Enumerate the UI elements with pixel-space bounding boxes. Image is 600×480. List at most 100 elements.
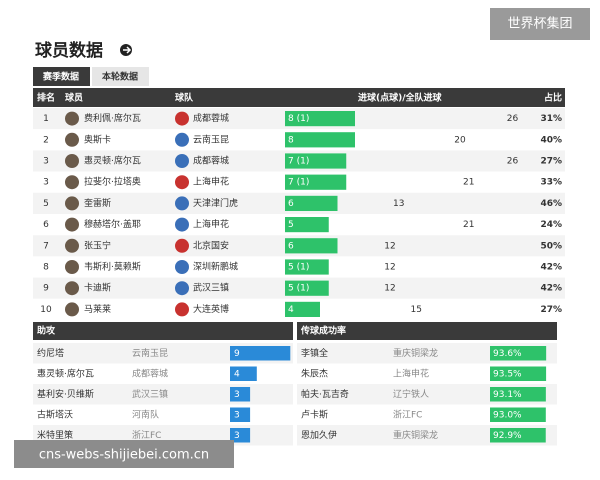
team-goals: 26	[507, 157, 519, 167]
pass-rate: 93.6%	[493, 349, 522, 359]
team-goals: 15	[411, 305, 422, 315]
team: 武汉三镇	[132, 388, 168, 400]
team: 辽宁铁人	[393, 388, 429, 400]
player: 约尼塔	[37, 347, 64, 359]
goals: 8	[288, 135, 294, 145]
team-goals: 21	[463, 178, 474, 188]
watermark: 世界杯集团	[507, 16, 572, 32]
goals-bar	[285, 238, 338, 254]
team: 成都蓉城	[193, 112, 229, 124]
watermark-box	[490, 8, 590, 40]
team: 大连英博	[193, 303, 229, 315]
avatar	[65, 238, 79, 253]
avatar	[65, 154, 79, 168]
team: 重庆铜梁龙	[393, 429, 438, 441]
team: 上海申花	[393, 367, 429, 379]
tab-inactive[interactable]	[92, 67, 149, 86]
row	[33, 343, 293, 364]
team-goals: 12	[384, 284, 395, 294]
goals: 8 (1)	[288, 114, 309, 124]
title: 球员数据	[35, 40, 103, 61]
column-header: 排名	[37, 92, 55, 104]
goals-bar	[285, 217, 329, 233]
player: 古斯塔沃	[37, 408, 73, 420]
team-goals: 26	[507, 114, 519, 124]
rank: 10	[40, 305, 52, 315]
pass-bar	[490, 366, 547, 381]
share: 27%	[540, 157, 562, 167]
team-logo	[175, 260, 189, 274]
team: 云南玉昆	[193, 133, 229, 145]
assists: 9	[234, 349, 240, 359]
assists: 3	[234, 390, 240, 400]
team-logo	[175, 132, 189, 147]
share: 31%	[540, 114, 562, 124]
team: 武汉三镇	[193, 282, 229, 294]
share: 50%	[540, 241, 562, 251]
team: 浙江FC	[132, 429, 161, 441]
rank: 1	[43, 114, 49, 124]
share: 24%	[540, 220, 562, 230]
rank: 5	[43, 199, 49, 209]
row	[33, 404, 293, 425]
avatar	[65, 281, 79, 296]
player: 拉斐尔·拉塔奥	[84, 176, 141, 188]
pass-rate: 93.0%	[493, 410, 522, 420]
pass-bar	[490, 428, 546, 443]
goals-bar	[285, 301, 320, 317]
player: 基利安·贝维斯	[37, 388, 94, 400]
assists: 3	[234, 410, 240, 420]
team: 上海申花	[193, 218, 229, 230]
pass-rate: 93.5%	[493, 369, 522, 379]
team: 北京国安	[193, 239, 229, 251]
tab-active[interactable]	[33, 67, 90, 86]
assist-bar	[230, 366, 257, 381]
share: 27%	[540, 305, 562, 315]
player: 卢卡斯	[301, 408, 328, 420]
team: 天津津门虎	[193, 197, 238, 209]
team-logo	[175, 196, 189, 211]
avatar	[65, 111, 79, 126]
rank: 9	[43, 284, 49, 294]
team: 云南玉昆	[132, 347, 168, 359]
player: 卡迪斯	[84, 282, 111, 294]
team: 重庆铜梁龙	[393, 347, 438, 359]
team-goals: 12	[384, 241, 395, 251]
team: 成都蓉城	[193, 155, 229, 167]
rank: 2	[43, 135, 49, 145]
team-logo	[175, 238, 189, 253]
player: 韦斯利·莫赖斯	[84, 261, 141, 273]
team-logo	[175, 175, 189, 190]
passing-header	[297, 322, 557, 340]
pass-rate: 92.9%	[493, 431, 522, 441]
tab[interactable]: 本轮数据	[102, 71, 138, 83]
goals-bar	[285, 259, 329, 275]
share: 40%	[540, 135, 562, 145]
player: 穆赫塔尔·盖耶	[84, 218, 141, 230]
pass-rate: 93.1%	[493, 390, 522, 400]
share: 42%	[540, 284, 562, 294]
team: 上海申花	[193, 176, 229, 188]
goals: 5 (1)	[288, 284, 309, 294]
assists: 3	[234, 431, 240, 441]
pass-bar	[490, 387, 546, 402]
team: 浙江FC	[393, 408, 422, 420]
tab[interactable]: 赛季数据	[42, 71, 79, 83]
share: 33%	[540, 178, 562, 188]
assist-bar	[230, 346, 291, 361]
goals: 5	[288, 220, 294, 230]
goals-bar	[285, 195, 338, 211]
player: 张玉宁	[84, 239, 111, 251]
team: 河南队	[132, 408, 159, 420]
assists: 4	[234, 369, 240, 379]
goals-bar	[285, 132, 355, 148]
team-logo	[175, 217, 189, 232]
team-goals: 13	[393, 199, 404, 209]
goals-bar	[285, 153, 347, 169]
team-goals: 21	[463, 220, 474, 230]
player: 惠灵顿·席尔瓦	[84, 155, 141, 167]
team: 深圳新鹏城	[193, 261, 238, 273]
rank: 3	[43, 157, 49, 167]
pass-bar	[490, 407, 546, 422]
section-title: 传球成功率	[300, 325, 346, 337]
